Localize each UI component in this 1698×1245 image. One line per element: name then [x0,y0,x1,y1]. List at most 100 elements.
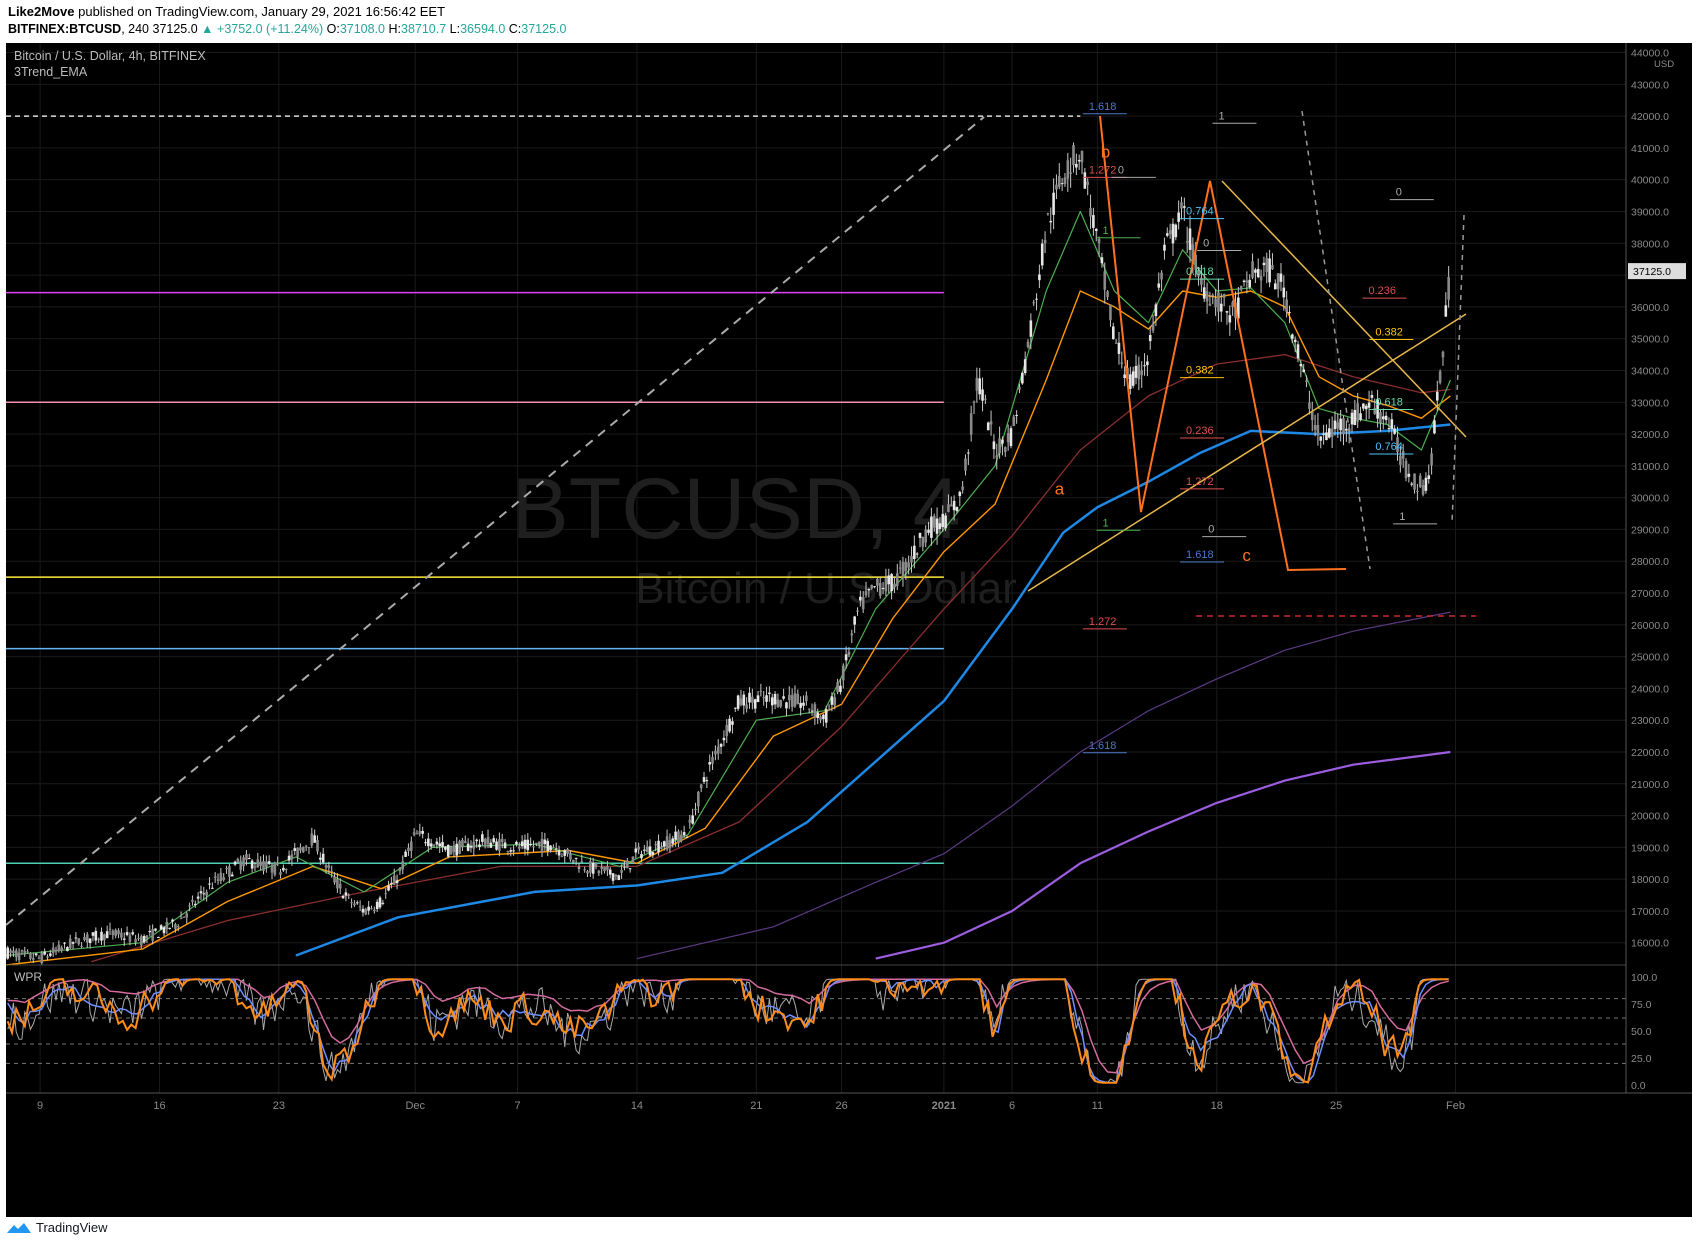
candle-body [498,839,501,851]
candle-body [526,839,530,851]
candle-body [733,707,737,709]
candle-body [296,847,299,857]
candle-body [421,830,424,834]
candle-body [80,945,83,947]
candle-body [1006,433,1010,443]
time-tick: Dec [405,1100,425,1112]
candle-body [157,937,160,939]
candle-body [196,896,200,899]
candle-body [1316,424,1320,435]
candle-body [367,906,370,911]
candle-body [378,897,382,908]
candle-body [756,695,760,703]
candle-body [290,854,294,860]
publisher-name[interactable]: Like2Move [8,4,75,19]
candle-body [83,936,86,941]
candle-body [967,452,970,454]
candle-body [1032,302,1036,304]
candle-body [279,872,282,875]
price-axis[interactable]: 44000.0 43000.0 42000.0 41000.0 40000.0 39000… [1628,48,1686,950]
symbol: BITFINEX:BTCUSD [8,22,122,36]
candle-body [1239,286,1243,290]
triangle-lower-line[interactable] [1027,313,1467,592]
wpr-orange-line [6,978,1449,1084]
fib-dashed-line-2[interactable] [1451,214,1465,525]
candle-body [463,841,467,844]
candle-body [685,836,689,838]
candle-body [481,834,484,842]
candle-body [330,870,334,872]
candle-body [958,491,962,497]
candle-body [267,861,271,864]
candle-body [1143,365,1146,367]
price-tick: 35000.0 [1631,334,1669,346]
candle-body [1180,202,1183,209]
price-tick: 16000.0 [1631,938,1669,950]
candle-body [1387,428,1391,430]
fib-label: 1 [1399,511,1405,523]
candle-body [918,532,922,538]
candle-body [1066,160,1070,179]
candle-body [671,838,675,844]
candle-body [742,694,746,706]
price-tick: 18000.0 [1631,874,1669,886]
candle-body [455,843,459,856]
candle-body [1273,283,1277,290]
candle-body [287,855,291,861]
candle-body [816,712,820,718]
candle-body [517,846,521,849]
candle-body [1217,292,1220,312]
candle-body [216,879,220,881]
candle-body [469,845,473,848]
candle-body [341,895,345,899]
candle-body [1168,230,1172,235]
candle-body [1231,302,1234,308]
candle-body [535,842,538,844]
footer-brand[interactable]: TradingView [36,1220,108,1235]
candle-body [668,839,672,849]
candle-body [867,588,871,591]
candle-body [1259,276,1263,281]
candle-body [105,931,109,939]
candle-body [154,928,157,931]
candle-body [1421,485,1425,495]
abc-wave-line[interactable] [1099,115,1347,572]
triangle-upper-line[interactable] [1221,180,1467,438]
candle-body [392,875,396,885]
candle-body [1049,220,1053,223]
candle-body [1350,412,1354,425]
wpr-tick: 25.0 [1631,1053,1652,1065]
candle-body [887,575,891,585]
horizontal-levels[interactable] [6,115,1081,865]
diagonal-dashed-trendline[interactable] [6,116,985,926]
candle-body [1148,334,1152,342]
price-tick: 32000.0 [1631,429,1669,441]
wave-drawings[interactable] [1027,110,1476,617]
candle-body [489,842,493,848]
wpr-tick: 75.0 [1631,999,1652,1011]
candle-body [1060,183,1064,185]
candle-body [793,693,797,707]
candle-body [941,513,945,528]
time-axis[interactable]: 9 16 23 Dec 7 14 21 26 2021 6 11 18 25 Feb [37,1100,1465,1112]
candle-body [1381,416,1385,420]
fib-dashed-line-1[interactable] [1301,110,1371,570]
candle-body [546,840,550,852]
low-value: 36594.0 [460,22,506,36]
candle-body [236,858,240,863]
candle-body [1023,359,1027,374]
ema-slow-line [91,353,1451,963]
candle-body [1248,279,1252,288]
price-chart[interactable]: BTCUSD, 4 Bitcoin / U.S. Dollar 1.618 1.2… [6,43,1692,1217]
footer: TradingView [6,1220,108,1235]
candle-body [71,942,75,944]
candle-body [762,697,766,699]
candle-body [373,909,376,912]
chart-title: Bitcoin / U.S. Dollar, 4h, BITFINEX [14,49,206,63]
time-tick: 9 [37,1100,43,1112]
candle-body [1299,364,1303,367]
candle-body [691,815,694,824]
price-tick: 22000.0 [1631,747,1669,759]
candle-body [1009,428,1013,447]
candle-body [807,708,811,710]
